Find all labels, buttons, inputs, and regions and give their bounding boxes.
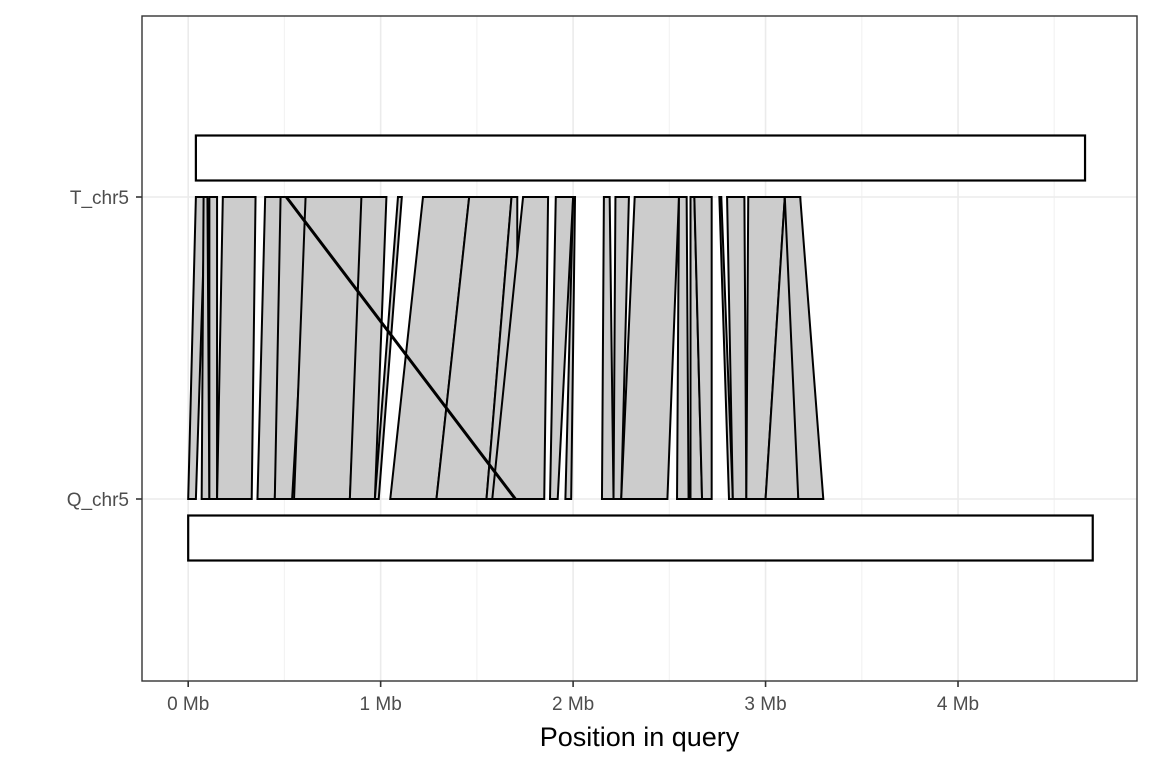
- x-tick-label: 1 Mb: [360, 694, 402, 715]
- chromosome-bar-t-chr5: [194, 134, 1087, 182]
- synteny-link: [216, 196, 257, 500]
- x-tick-label: 0 Mb: [167, 694, 209, 715]
- synteny-link: [620, 196, 680, 500]
- alignment-links: [187, 196, 825, 500]
- synteny-link: [564, 196, 577, 500]
- synteny-link: [676, 196, 690, 500]
- synteny-link: [783, 196, 825, 500]
- synteny-link: [373, 196, 403, 500]
- x-tick-label: 3 Mb: [744, 694, 786, 715]
- chromosome-bar-q-chr5: [187, 514, 1094, 562]
- synteny-link: [491, 196, 550, 500]
- synteny-link: [208, 196, 219, 500]
- y-tick-label: T_chr5: [70, 188, 129, 209]
- panel-border: [141, 15, 1138, 682]
- synteny-link: [273, 196, 311, 500]
- synteny-link: [693, 196, 713, 500]
- chromosome-bars: [187, 134, 1094, 562]
- x-tick-label: 2 Mb: [552, 694, 594, 715]
- synteny-link: [187, 196, 207, 500]
- synteny-link: [200, 196, 211, 500]
- synteny-link: [548, 196, 575, 500]
- x-tick-label: 4 Mb: [937, 694, 979, 715]
- x-axis-title: Position in query: [540, 722, 740, 752]
- synteny-link-inverted: [285, 196, 517, 500]
- axes: 0 Mb 1 Mb 2 Mb 3 Mb 4 Mb Q_chr5 T_chr5: [67, 188, 979, 715]
- y-tick-label: Q_chr5: [67, 490, 129, 511]
